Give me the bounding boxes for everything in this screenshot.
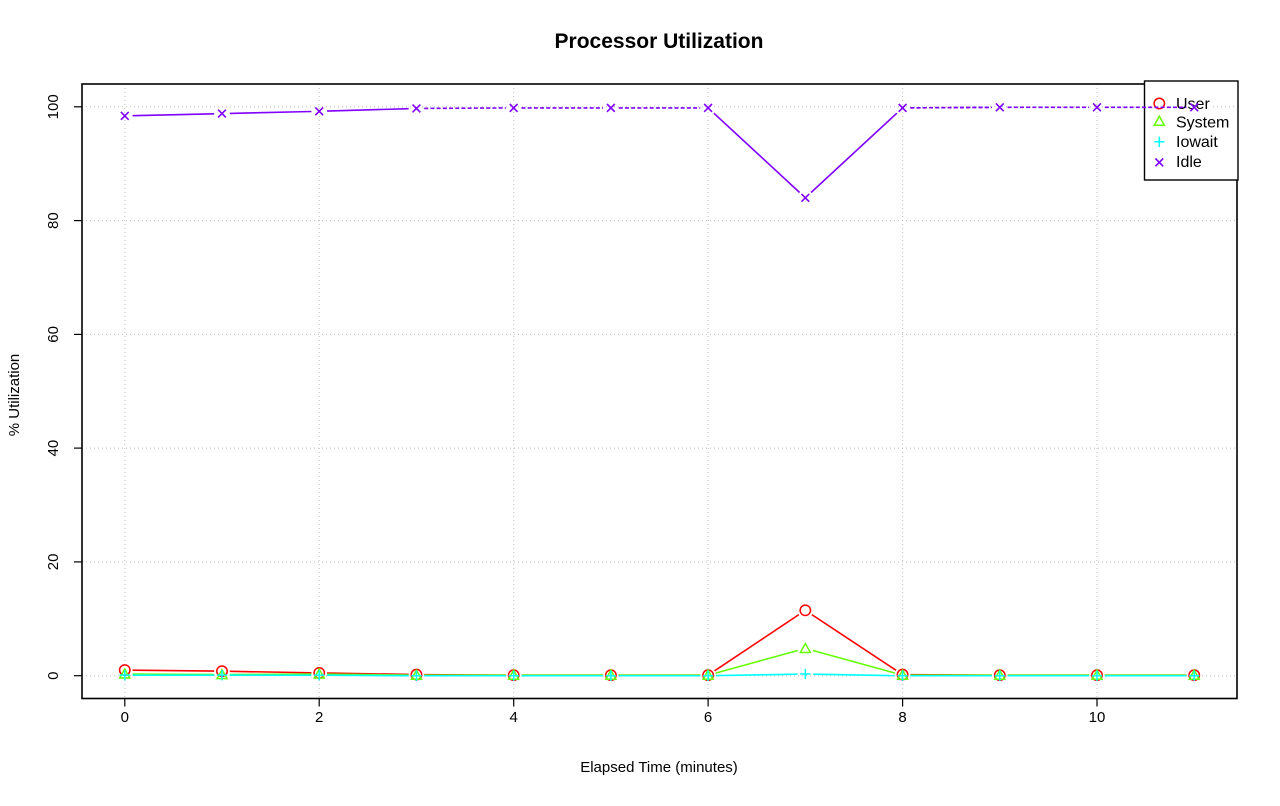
svg-text:2: 2 <box>315 709 323 726</box>
svg-text:20: 20 <box>45 554 62 571</box>
svg-text:Iowait: Iowait <box>1176 134 1218 151</box>
svg-text:System: System <box>1176 115 1229 132</box>
svg-text:0: 0 <box>45 672 62 680</box>
svg-text:Processor Utilization: Processor Utilization <box>555 30 764 53</box>
svg-text:6: 6 <box>704 709 712 726</box>
svg-text:4: 4 <box>510 709 518 726</box>
svg-text:100: 100 <box>45 94 62 119</box>
svg-text:User: User <box>1176 96 1210 113</box>
svg-text:10: 10 <box>1089 709 1106 726</box>
svg-text:Idle: Idle <box>1176 154 1202 171</box>
svg-text:8: 8 <box>898 709 906 726</box>
svg-text:80: 80 <box>45 212 62 229</box>
svg-text:Elapsed Time (minutes): Elapsed Time (minutes) <box>580 759 738 776</box>
svg-text:40: 40 <box>45 440 62 457</box>
svg-text:0: 0 <box>121 709 129 726</box>
svg-text:60: 60 <box>45 326 62 343</box>
svg-text:% Utilization: % Utilization <box>6 354 23 437</box>
